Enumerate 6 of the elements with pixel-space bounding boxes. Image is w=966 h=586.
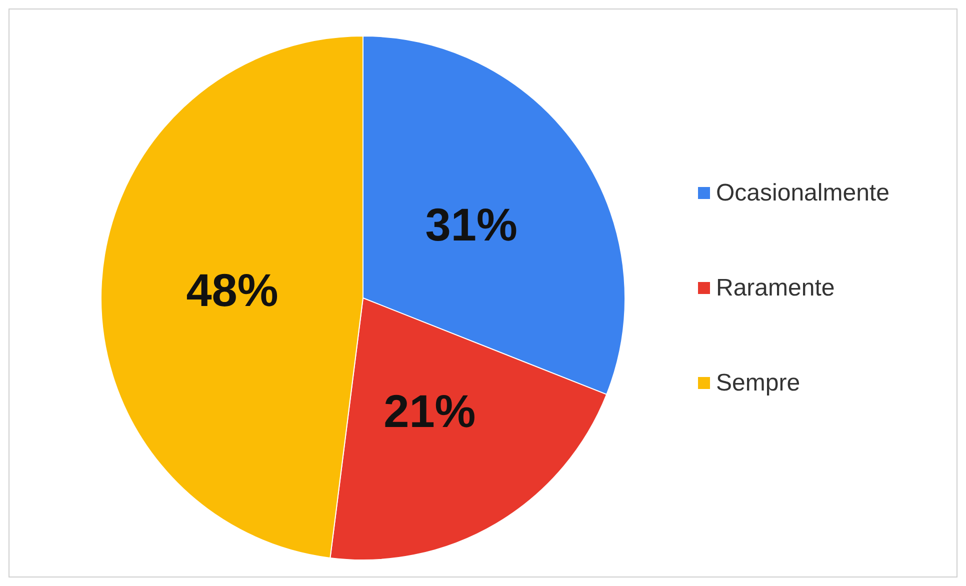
legend-label: Raramente [716, 274, 835, 302]
legend-label: Ocasionalmente [716, 180, 890, 206]
data-label: 48% [186, 264, 278, 316]
legend-label: Sempre [716, 370, 800, 396]
data-label: 31% [425, 198, 518, 250]
data-label: 21% [384, 384, 476, 437]
